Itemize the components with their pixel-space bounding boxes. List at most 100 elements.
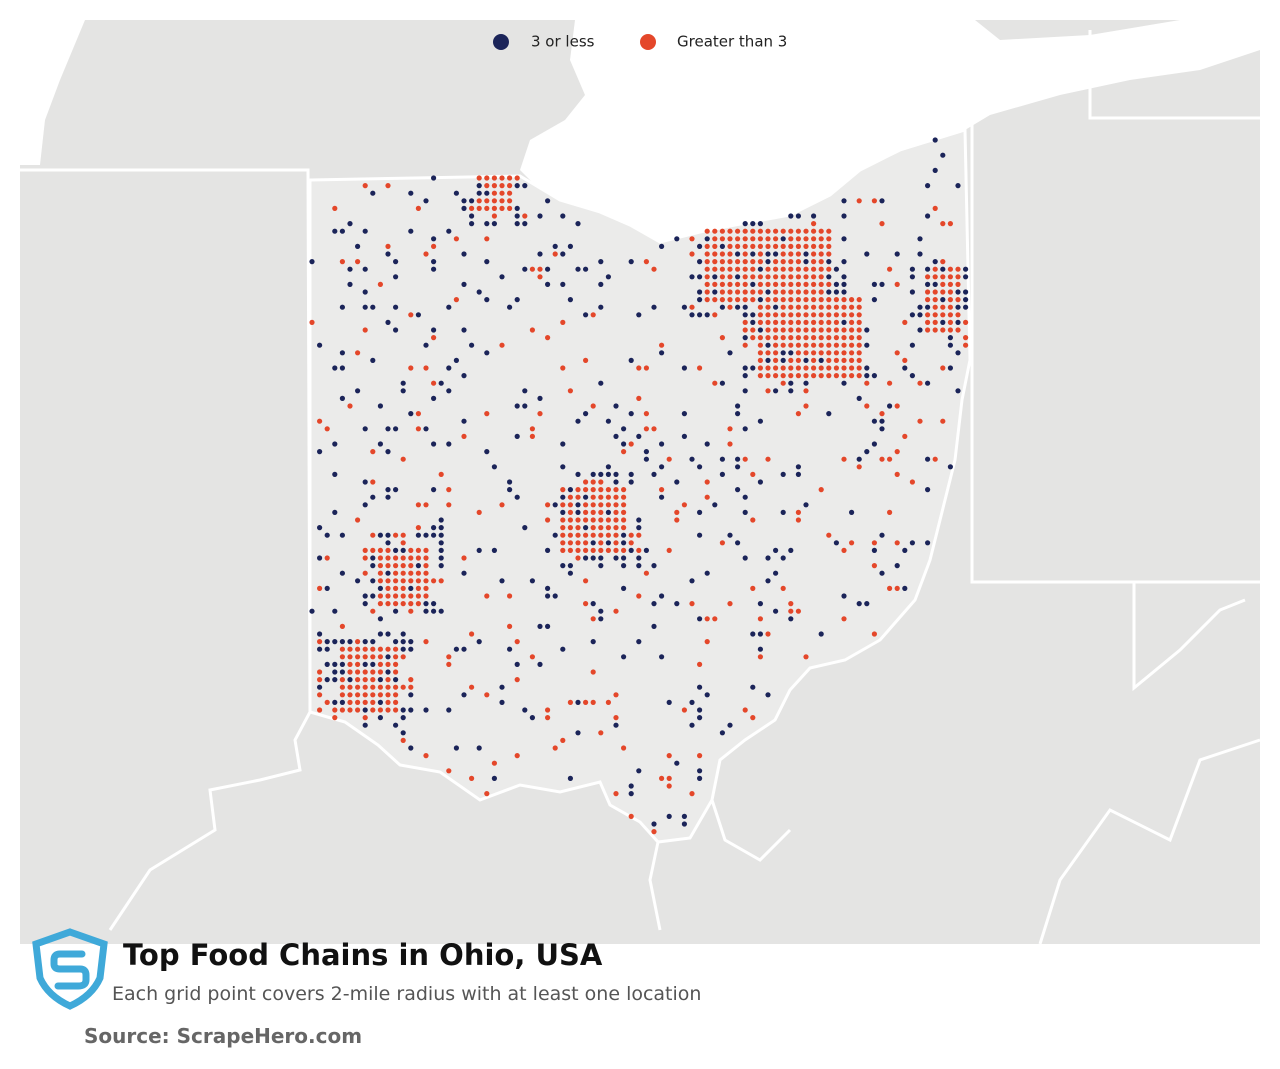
location-dot — [522, 388, 528, 394]
location-dot — [332, 608, 338, 614]
location-dot — [940, 281, 946, 287]
location-dot — [385, 585, 391, 592]
location-dot — [833, 281, 840, 287]
location-dot — [704, 289, 710, 295]
location-dot — [909, 540, 916, 546]
location-dot — [461, 692, 467, 698]
location-dot — [385, 669, 391, 675]
location-dot — [484, 175, 490, 181]
location-dot — [811, 289, 817, 295]
location-dot — [560, 281, 566, 287]
location-dot — [529, 715, 536, 721]
location-dot — [818, 236, 824, 242]
location-dot — [902, 547, 908, 554]
location-dot — [704, 236, 710, 242]
location-dot — [575, 525, 581, 531]
location-dot — [507, 198, 513, 204]
location-dot — [841, 312, 847, 318]
location-dot — [826, 342, 832, 348]
location-dot — [491, 221, 497, 227]
location-dot — [605, 517, 612, 523]
location-dot — [940, 152, 946, 158]
location-dot — [438, 532, 444, 538]
location-dot — [347, 677, 353, 683]
location-dot — [621, 585, 627, 592]
location-dot — [377, 547, 383, 554]
location-dot — [856, 342, 862, 348]
location-dot — [583, 357, 589, 363]
location-dot — [453, 236, 459, 242]
location-dot — [909, 373, 916, 379]
lake-erie — [520, 20, 1260, 242]
location-dot — [803, 281, 809, 287]
location-dot — [605, 464, 612, 470]
location-dot — [552, 251, 558, 257]
location-dot — [362, 677, 368, 683]
location-dot — [689, 578, 695, 584]
location-dot — [408, 684, 414, 690]
location-dot — [347, 707, 353, 713]
location-dot — [803, 236, 809, 242]
location-dot — [826, 357, 832, 363]
location-dot — [955, 304, 961, 310]
location-dot — [887, 509, 893, 515]
location-dot — [742, 342, 748, 348]
location-dot — [750, 335, 756, 341]
location-dot — [377, 555, 383, 561]
location-dot — [681, 411, 688, 417]
location-dot — [963, 297, 969, 303]
location-dot — [735, 540, 741, 546]
location-dot — [909, 266, 916, 272]
location-dot — [765, 365, 771, 371]
location-dot — [377, 441, 383, 447]
location-dot — [469, 221, 475, 227]
location-dot — [575, 487, 581, 493]
location-dot — [826, 228, 832, 234]
lake-michigan — [20, 20, 85, 165]
location-dot — [849, 357, 855, 363]
location-dot — [681, 304, 688, 310]
location-dot — [773, 266, 779, 272]
location-dot — [583, 525, 589, 531]
location-dot — [841, 327, 847, 333]
location-dot — [803, 297, 809, 303]
location-dot — [332, 677, 338, 683]
location-dot — [826, 236, 832, 242]
location-dot — [818, 342, 824, 348]
location-dot — [476, 547, 482, 554]
location-dot — [871, 441, 878, 447]
location-dot — [469, 213, 475, 219]
location-dot — [659, 342, 665, 348]
location-dot — [393, 654, 399, 660]
legend: 3 or less Greater than 3 — [493, 33, 787, 51]
location-dot — [765, 578, 771, 584]
location-dot — [438, 555, 444, 561]
location-dot — [545, 266, 551, 272]
location-dot — [780, 304, 786, 310]
location-dot — [909, 289, 916, 295]
location-dot — [757, 228, 764, 234]
location-dot — [917, 236, 923, 242]
location-dot — [940, 418, 946, 424]
location-dot — [955, 312, 961, 318]
location-dot — [712, 616, 718, 622]
location-dot — [400, 639, 406, 645]
location-dot — [765, 274, 771, 280]
location-dot — [719, 281, 726, 287]
location-dot — [628, 357, 634, 363]
location-dot — [339, 684, 345, 690]
location-dot — [339, 304, 345, 310]
location-dot — [362, 715, 368, 721]
location-dot — [423, 532, 429, 538]
location-dot — [370, 578, 376, 584]
location-dot — [727, 228, 733, 234]
location-dot — [788, 297, 794, 303]
location-dot — [317, 646, 323, 652]
location-dot — [651, 623, 657, 630]
location-dot — [567, 297, 574, 303]
location-dot — [947, 464, 954, 470]
location-dot — [636, 532, 642, 538]
location-dot — [636, 395, 642, 401]
location-dot — [332, 707, 338, 713]
location-dot — [841, 373, 847, 379]
